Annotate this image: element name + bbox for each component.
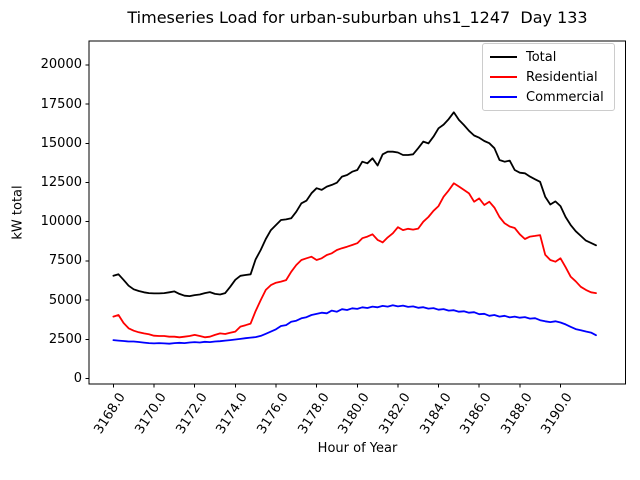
y-tick-label: 10000	[40, 214, 82, 230]
legend-row-residential: Residential	[490, 70, 607, 85]
series-line-commercial	[112, 304, 597, 345]
series-line-residential	[112, 182, 597, 339]
legend-line-swatch	[490, 76, 517, 78]
legend-label: Commercial	[526, 89, 604, 105]
y-tick-label: 5000	[48, 292, 82, 308]
y-tick-label: 20000	[40, 57, 82, 73]
y-tick-label: 12500	[40, 175, 82, 191]
legend-line-swatch	[490, 56, 517, 58]
chart-title: Timeseries Load for urban-suburban uhs1_…	[127, 8, 588, 27]
y-tick-label: 2500	[48, 331, 82, 347]
legend-line-swatch	[490, 96, 517, 98]
legend-label: Total	[526, 49, 557, 65]
series-line-total	[112, 111, 597, 298]
y-tick-label: 15000	[40, 135, 82, 151]
y-tick-label: 7500	[48, 253, 82, 269]
y-tick-label: 0	[73, 371, 82, 386]
x-axis-label: Hour of Year	[317, 441, 398, 456]
y-tick-label: 17500	[40, 96, 82, 112]
legend-row-total: Total	[490, 50, 607, 65]
legend-row-commercial: Commercial	[490, 90, 607, 105]
legend-label: Residential	[526, 69, 598, 85]
legend: Total Residential Commercial	[482, 43, 615, 111]
